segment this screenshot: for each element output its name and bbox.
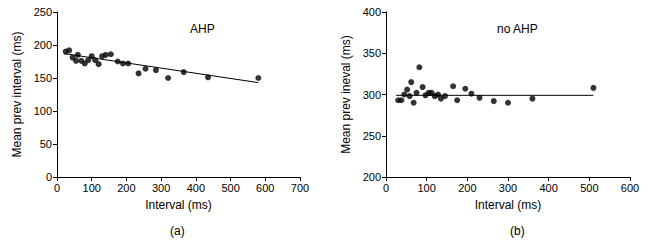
- svg-text:400: 400: [363, 6, 381, 18]
- svg-text:300: 300: [152, 182, 170, 194]
- svg-text:300: 300: [363, 89, 381, 101]
- svg-text:500: 500: [580, 182, 598, 194]
- svg-text:50: 50: [40, 138, 52, 150]
- svg-text:(b): (b): [510, 224, 525, 238]
- svg-text:500: 500: [221, 182, 239, 194]
- svg-text:Interval (ms): Interval (ms): [475, 198, 542, 212]
- svg-text:Mean prev interval (ms): Mean prev interval (ms): [10, 31, 24, 157]
- svg-text:600: 600: [621, 182, 639, 194]
- svg-text:100: 100: [417, 182, 435, 194]
- svg-text:100: 100: [83, 182, 101, 194]
- svg-text:0: 0: [46, 171, 52, 183]
- svg-text:200: 200: [34, 39, 52, 51]
- svg-text:400: 400: [187, 182, 205, 194]
- svg-text:700: 700: [291, 182, 309, 194]
- svg-text:150: 150: [34, 72, 52, 84]
- svg-text:200: 200: [117, 182, 135, 194]
- svg-text:100: 100: [34, 105, 52, 117]
- svg-text:250: 250: [363, 130, 381, 142]
- svg-text:(a): (a): [170, 224, 185, 238]
- svg-text:no AHP: no AHP: [497, 22, 538, 36]
- svg-text:200: 200: [458, 182, 476, 194]
- svg-text:Interval (ms): Interval (ms): [145, 198, 212, 212]
- svg-text:AHP: AHP: [190, 22, 215, 36]
- svg-text:250: 250: [34, 6, 52, 18]
- svg-text:400: 400: [539, 182, 557, 194]
- svg-text:0: 0: [54, 182, 60, 194]
- svg-text:Mean prev ineval (ms): Mean prev ineval (ms): [339, 35, 353, 154]
- svg-text:200: 200: [363, 171, 381, 183]
- svg-text:350: 350: [363, 47, 381, 59]
- svg-text:0: 0: [383, 182, 389, 194]
- svg-text:600: 600: [256, 182, 274, 194]
- svg-text:300: 300: [499, 182, 517, 194]
